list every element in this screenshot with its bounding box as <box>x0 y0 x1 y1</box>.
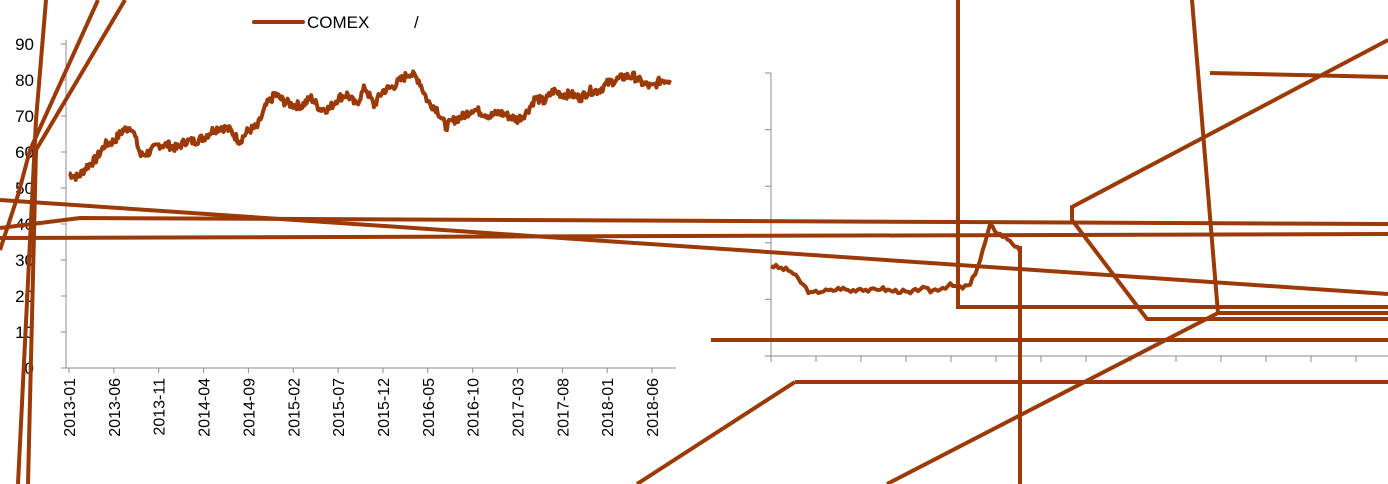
legend-label: COMEX <box>307 13 369 32</box>
series-line-comex <box>68 69 672 182</box>
x-tick-label: 2016-10 <box>466 378 483 437</box>
stray-stroke <box>1209 71 1388 79</box>
x-tick-label: 2017-03 <box>511 378 528 437</box>
x-tick-label: 2015-02 <box>286 378 303 437</box>
legend-separator: / <box>414 13 419 32</box>
stray-stroke <box>26 0 127 484</box>
stray-stroke <box>0 215 1388 230</box>
x-ticks <box>770 356 1357 362</box>
stray-stroke <box>0 232 1388 240</box>
x-tick-label: 2014-09 <box>241 378 258 437</box>
x-tick-label: 2013-01 <box>62 378 79 437</box>
y-ticks <box>765 72 771 357</box>
stray-stroke <box>886 311 1219 484</box>
x-tick-label: 2018-06 <box>645 378 662 437</box>
x-tick-label: 2015-12 <box>376 378 393 437</box>
stray-stroke <box>956 0 1388 309</box>
x-tick-label: 2016-05 <box>421 378 438 437</box>
y-tick-label: 90 <box>15 35 34 54</box>
x-tick-label: 2013-11 <box>152 378 169 436</box>
x-tick-label: 2017-08 <box>555 378 572 437</box>
stray-stroke <box>1190 0 1388 315</box>
stray-stroke <box>0 0 100 251</box>
stray-stroke <box>1070 38 1388 321</box>
y-tick-label: 70 <box>15 107 34 126</box>
stray-stroke <box>0 198 1388 296</box>
x-tick-label: 2018-01 <box>600 378 617 437</box>
y-tick-label: 80 <box>15 71 34 90</box>
stray-stroke <box>635 380 797 484</box>
stray-stroke <box>16 0 48 484</box>
x-tick-label: 2014-04 <box>197 378 214 437</box>
x-ticks: 2013-01 2013-06 2013-11 2014-04 2014-09 2015-… <box>62 368 662 437</box>
x-tick-label: 2015-07 <box>331 378 348 437</box>
x-tick-label: 2013-06 <box>107 378 124 437</box>
legend: COMEX / <box>252 13 419 32</box>
